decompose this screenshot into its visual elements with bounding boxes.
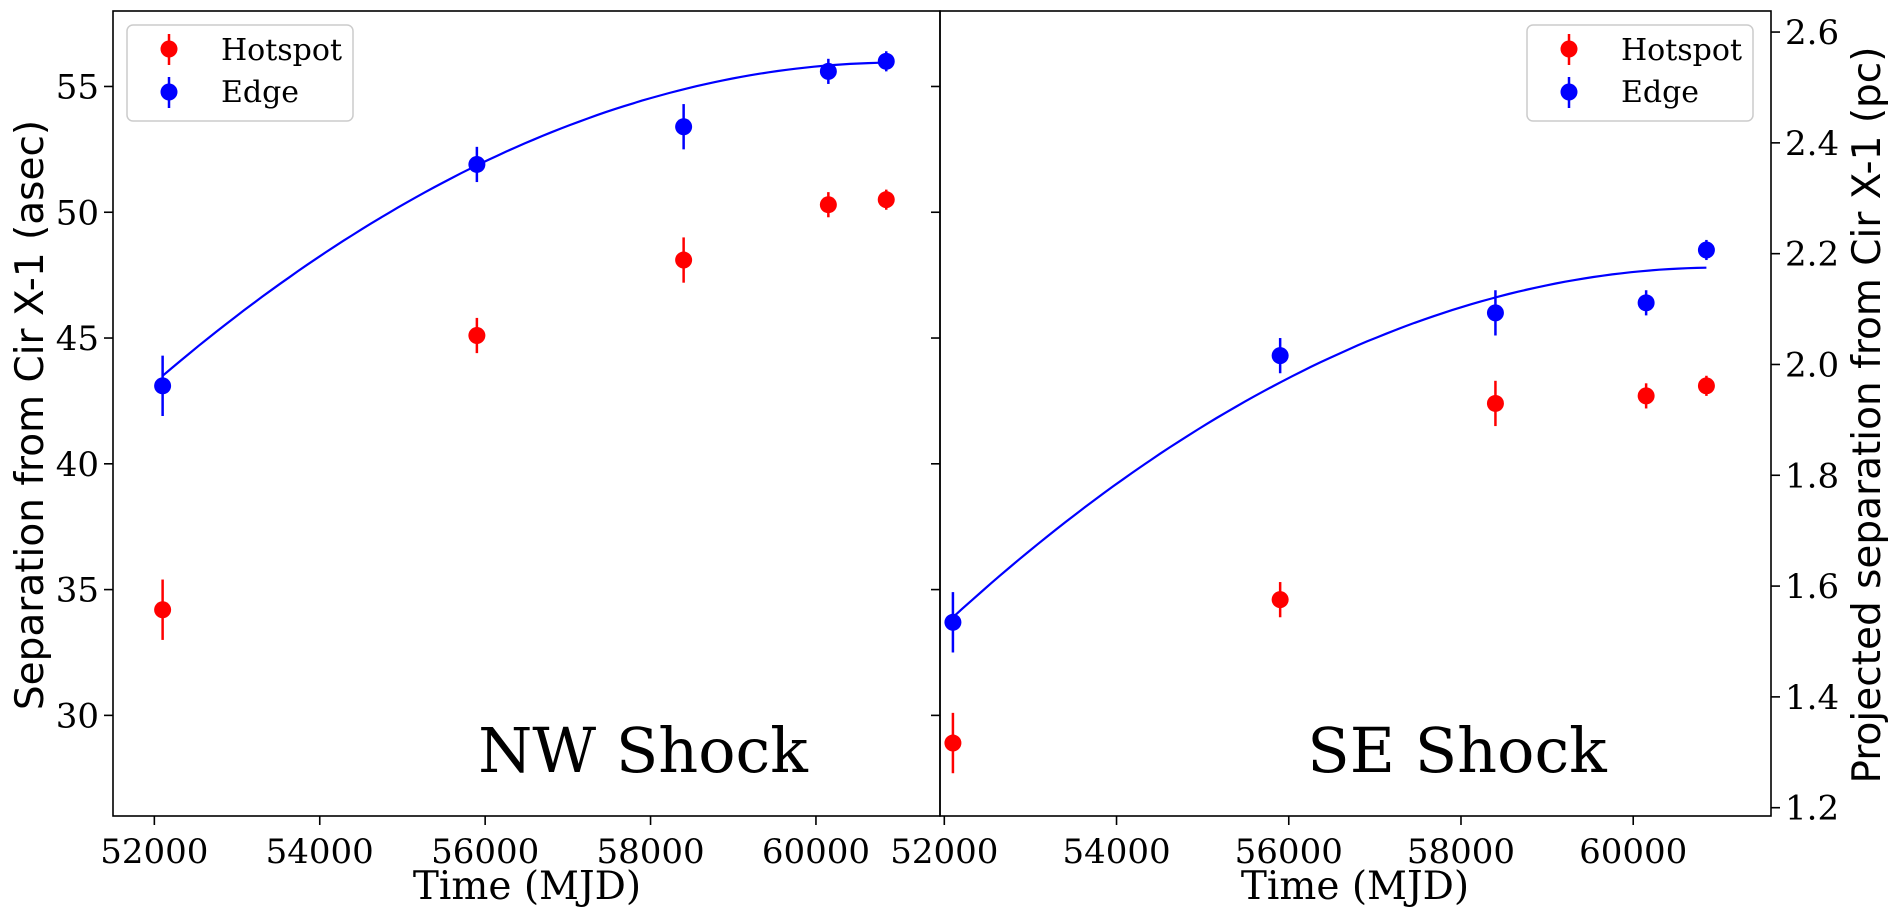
left-ytick-label-45: 45 (56, 319, 99, 359)
right-hotspot-point-4 (1697, 377, 1715, 395)
right-hotspot-point-3 (1637, 387, 1655, 405)
se-x-ticks: 52000 54000 56000 58000 60000 (890, 816, 1687, 872)
right-edge-point-4 (1697, 241, 1715, 259)
se-y2tick-label-2-0: 2.0 (1785, 345, 1839, 385)
right-edge-point-0 (944, 613, 962, 631)
nw-legend-edge-marker (160, 83, 178, 101)
left-edge-point-4 (877, 52, 895, 70)
se-y2tick-label-2-6: 2.6 (1785, 13, 1839, 53)
right-fit-line (952, 266, 1707, 619)
left-xtick-label-58000: 58000 (596, 832, 704, 872)
left-hotspot-point-2 (675, 251, 693, 269)
se-legend-hotspot: Hotspot (1621, 33, 1742, 68)
nw-legend-hotspot: Hotspot (221, 33, 342, 68)
nw-x-ticks: 52000 54000 56000 58000 60000 (100, 816, 870, 872)
left-edge-point-2 (675, 118, 693, 136)
se-legend-edge: Edge (1621, 75, 1699, 110)
right-xtick-label-54000: 54000 (1062, 832, 1170, 872)
se-y2tick-label-1-2: 1.2 (1785, 789, 1839, 829)
se-x-axis-title: Time (MJD) (1241, 864, 1469, 909)
left-ytick-label-40: 40 (56, 445, 99, 485)
se-y2-axis-title: Projected separation from Cir X-1 (pc) (1845, 47, 1890, 784)
left-edge-point-0 (154, 377, 172, 395)
right-xtick-label-52000: 52000 (890, 832, 998, 872)
se-y2tick-label-1-4: 1.4 (1785, 678, 1839, 718)
left-ytick-label-55: 55 (56, 67, 99, 107)
left-xtick-label-52000: 52000 (100, 832, 208, 872)
right-hotspot-point-0 (944, 734, 962, 752)
right-edge-point-1 (1271, 347, 1289, 365)
se-legend: Hotspot Edge (1526, 24, 1754, 122)
left-hotspot-point-1 (468, 327, 486, 345)
left-hotspot-point-3 (819, 196, 837, 214)
left-fit-line (161, 61, 887, 377)
nw-axes-frame (112, 10, 941, 817)
right-hotspot-point-1 (1271, 591, 1289, 609)
left-hotspot-point-0 (154, 601, 172, 619)
left-xtick-label-54000: 54000 (266, 832, 374, 872)
se-y2tick-label-2-4: 2.4 (1785, 124, 1839, 164)
se-legend-edge-marker (1560, 83, 1578, 101)
se-y2tick-label-1-8: 1.8 (1785, 456, 1839, 496)
se-y2tick-label-1-6: 1.6 (1785, 567, 1839, 607)
left-ytick-label-30: 30 (56, 696, 99, 736)
se-y2tick-label-2-2: 2.2 (1785, 235, 1839, 275)
se-secondary-y-ticks: 1.2 1.4 1.6 1.8 2.0 2.2 2.4 2.6 (1771, 13, 1839, 829)
se-shock-label: SE Shock (1307, 714, 1607, 787)
left-ytick-label-50: 50 (56, 193, 99, 233)
nw-shock-label: NW Shock (478, 714, 808, 787)
nw-shock-panel: 52000 54000 56000 58000 60000 30 35 40 45 50 55 N… (8, 10, 941, 909)
se-axes-frame (939, 10, 1772, 817)
right-edge-point-3 (1637, 294, 1655, 312)
right-hotspot-point-2 (1486, 394, 1504, 412)
left-ytick-label-35: 35 (56, 571, 99, 611)
se-edge-fit-curve (952, 266, 1707, 619)
nw-edge-fit-curve (161, 61, 887, 377)
nw-legend: Hotspot Edge (126, 24, 354, 122)
nw-y-ticks: 30 35 40 45 50 55 (56, 67, 113, 736)
se-shock-panel: 52000 54000 56000 58000 60000 1.2 1.4 1.6 1.8 2.… (890, 10, 1890, 909)
se-left-ticks (931, 85, 940, 717)
left-edge-point-3 (819, 62, 837, 80)
nw-x-axis-title: Time (MJD) (413, 864, 641, 909)
left-xtick-label-56000: 56000 (431, 832, 539, 872)
left-hotspot-point-4 (877, 191, 895, 209)
nw-legend-edge: Edge (221, 75, 299, 110)
left-xtick-label-60000: 60000 (762, 832, 870, 872)
nw-data-points (154, 51, 895, 640)
nw-legend-hotspot-marker (160, 40, 178, 58)
right-edge-point-2 (1486, 304, 1504, 322)
left-edge-point-1 (468, 155, 486, 173)
right-xtick-label-56000: 56000 (1235, 832, 1343, 872)
se-data-points (944, 239, 1715, 774)
nw-y-axis-title: Separation from Cir X-1 (asec) (8, 120, 53, 710)
se-legend-hotspot-marker (1560, 40, 1578, 58)
right-xtick-label-60000: 60000 (1579, 832, 1687, 872)
right-xtick-label-58000: 58000 (1407, 832, 1515, 872)
